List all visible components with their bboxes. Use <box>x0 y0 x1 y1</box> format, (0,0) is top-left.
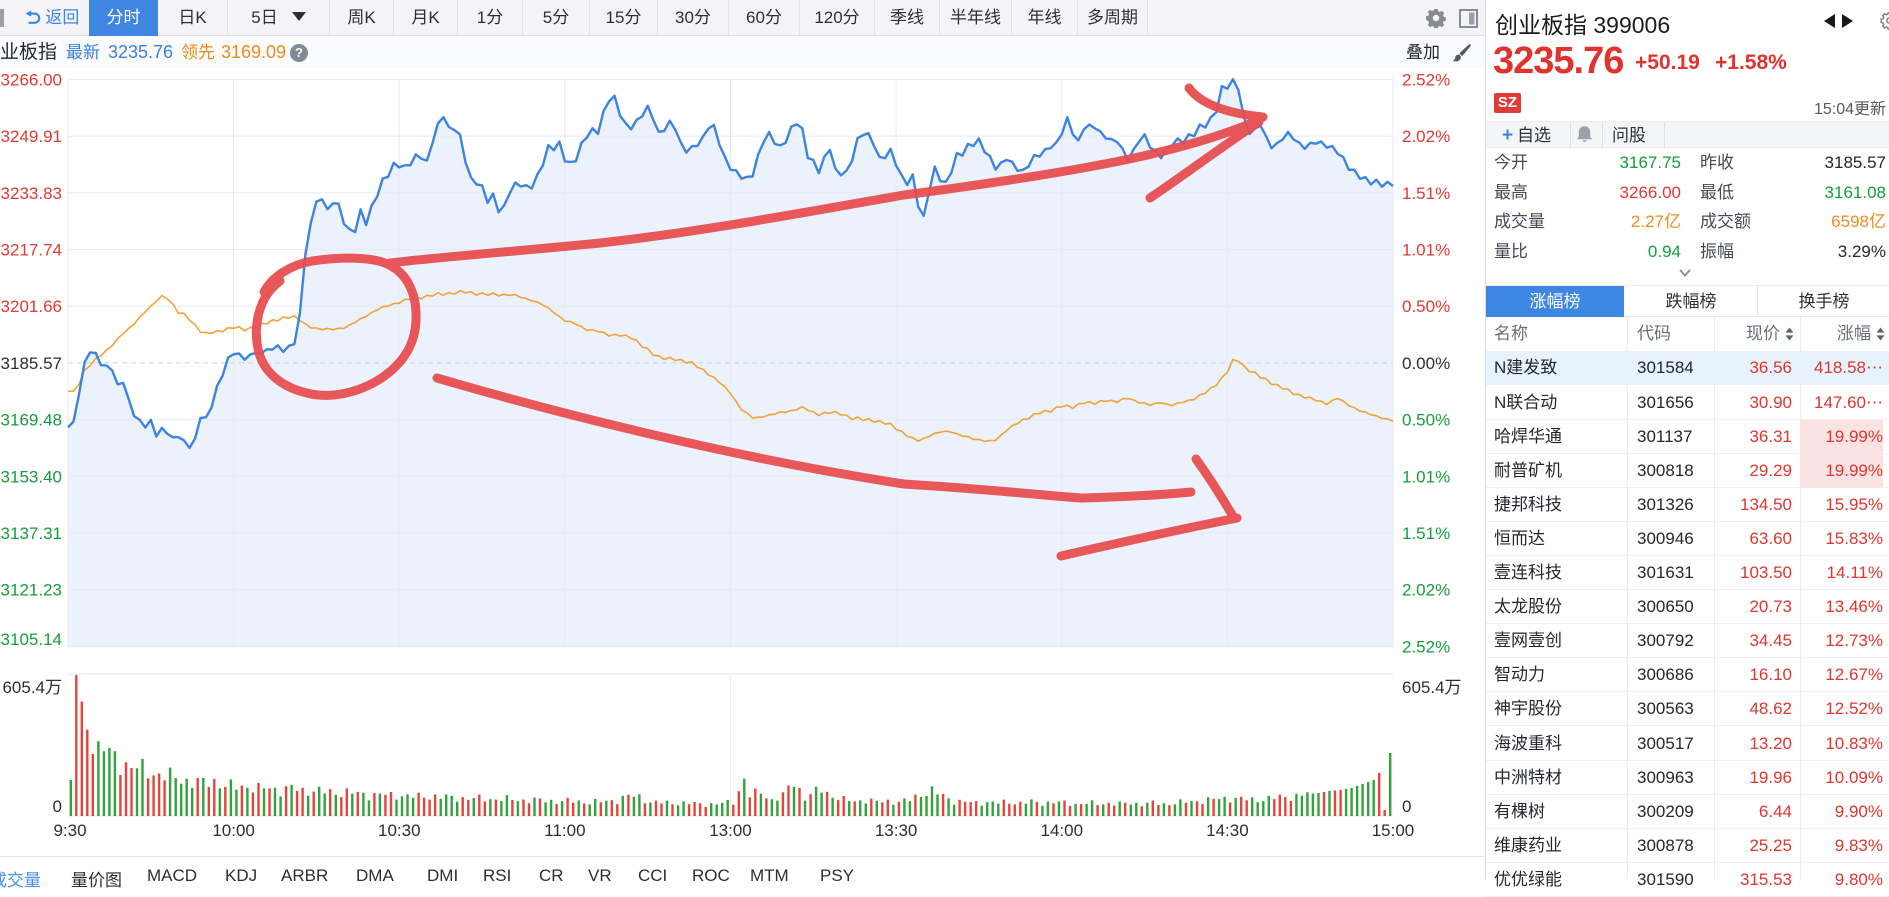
svg-text:0.50%: 0.50% <box>1402 297 1450 316</box>
svg-text:3201.66: 3201.66 <box>1 297 62 316</box>
svg-text:3217.74: 3217.74 <box>1 241 62 260</box>
svg-text:3249.91: 3249.91 <box>1 127 62 146</box>
svg-text:1.01%: 1.01% <box>1402 241 1450 260</box>
svg-text:1.51%: 1.51% <box>1402 184 1450 203</box>
svg-text:10:00: 10:00 <box>212 821 255 840</box>
svg-text:13:30: 13:30 <box>875 821 918 840</box>
svg-text:1.01%: 1.01% <box>1402 467 1450 486</box>
svg-text:3153.40: 3153.40 <box>1 467 62 486</box>
svg-text:0.50%: 0.50% <box>1402 411 1450 430</box>
svg-text:3105.14: 3105.14 <box>1 630 62 649</box>
svg-text:2.52%: 2.52% <box>1402 637 1450 656</box>
svg-text:2.02%: 2.02% <box>1402 581 1450 600</box>
svg-text:0: 0 <box>1402 797 1411 816</box>
svg-text:13:00: 13:00 <box>709 821 752 840</box>
svg-text:0.00%: 0.00% <box>1402 354 1450 373</box>
svg-text:3233.83: 3233.83 <box>1 184 62 203</box>
svg-text:3137.31: 3137.31 <box>1 524 62 543</box>
svg-text:1.51%: 1.51% <box>1402 524 1450 543</box>
svg-text:11:00: 11:00 <box>544 821 585 840</box>
svg-text:3169.48: 3169.48 <box>1 411 62 430</box>
svg-text:15:00: 15:00 <box>1372 821 1415 840</box>
svg-text:605.4万: 605.4万 <box>2 678 62 697</box>
svg-text:10:30: 10:30 <box>378 821 421 840</box>
svg-text:9:30: 9:30 <box>53 821 86 840</box>
svg-text:0: 0 <box>53 797 62 816</box>
svg-text:3266.00: 3266.00 <box>1 70 62 89</box>
svg-text:2.52%: 2.52% <box>1402 70 1450 89</box>
svg-text:14:30: 14:30 <box>1206 821 1249 840</box>
svg-text:2.02%: 2.02% <box>1402 127 1450 146</box>
svg-text:3121.23: 3121.23 <box>1 581 62 600</box>
svg-text:14:00: 14:00 <box>1041 821 1084 840</box>
svg-text:605.4万: 605.4万 <box>1402 678 1462 697</box>
svg-text:3185.57: 3185.57 <box>1 354 62 373</box>
